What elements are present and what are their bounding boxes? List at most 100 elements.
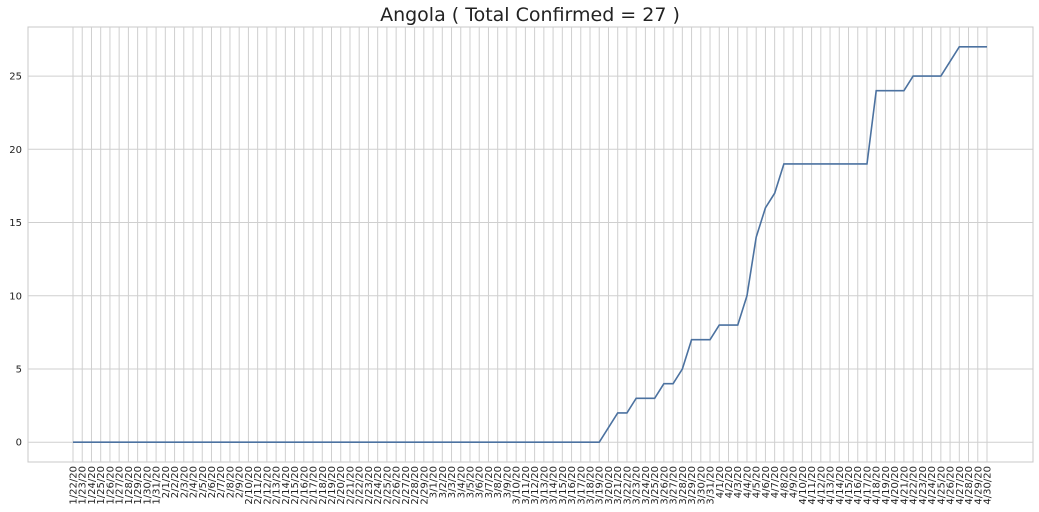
x-tick-label: 3/5/20 bbox=[465, 466, 476, 498]
x-tick-label: 4/23/20 bbox=[918, 466, 929, 505]
x-tick-label: 3/16/20 bbox=[567, 466, 578, 505]
data-line bbox=[73, 45, 987, 444]
x-tick-label: 4/26/20 bbox=[946, 466, 957, 505]
x-tick-label: 2/14/20 bbox=[281, 466, 292, 505]
x-tick-label: 2/9/20 bbox=[235, 466, 246, 498]
x-tick-label: 1/25/20 bbox=[96, 466, 107, 505]
x-tick-label: 4/19/20 bbox=[881, 466, 892, 505]
x-tick-label: 1/22/20 bbox=[69, 466, 80, 505]
x-tick-label: 3/29/20 bbox=[687, 466, 698, 505]
x-tick-label: 2/10/20 bbox=[244, 466, 255, 505]
x-tick-label: 2/24/20 bbox=[373, 466, 384, 505]
x-tick-label: 4/12/20 bbox=[816, 466, 827, 505]
x-tick-label: 2/2/20 bbox=[170, 466, 181, 498]
y-tick-label: 20 bbox=[9, 145, 22, 156]
x-tick-label: 1/23/20 bbox=[78, 466, 89, 505]
x-tick-label: 4/16/20 bbox=[853, 466, 864, 505]
x-tick-label: 3/27/20 bbox=[669, 466, 680, 505]
x-tick-label: 3/15/20 bbox=[558, 466, 569, 505]
x-tick-label: 3/26/20 bbox=[659, 466, 670, 505]
x-tick-label: 1/31/20 bbox=[152, 466, 163, 505]
x-tick-label: 2/29/20 bbox=[419, 466, 430, 505]
x-tick-label: 3/6/20 bbox=[475, 466, 486, 498]
x-tick-label: 2/12/20 bbox=[262, 466, 273, 505]
x-tick-label: 2/21/20 bbox=[345, 466, 356, 505]
x-tick-label: 4/9/20 bbox=[789, 466, 800, 498]
x-tick-label: 1/27/20 bbox=[115, 466, 126, 505]
chart-title: Angola ( Total Confirmed = 27 ) bbox=[380, 4, 680, 26]
y-tick-label: 5 bbox=[16, 364, 22, 375]
y-tick-label: 15 bbox=[9, 218, 22, 229]
x-tick-label: 2/11/20 bbox=[253, 466, 264, 505]
x-tick-label: 4/6/20 bbox=[761, 466, 772, 498]
x-tick-label: 3/2/20 bbox=[438, 466, 449, 498]
x-tick-label: 4/7/20 bbox=[770, 466, 781, 498]
x-tick-label: 4/5/20 bbox=[752, 466, 763, 498]
x-tick-label: 4/15/20 bbox=[844, 466, 855, 505]
x-tick-label: 2/4/20 bbox=[189, 466, 200, 498]
x-tick-label: 2/7/20 bbox=[216, 466, 227, 498]
x-tick-label: 4/30/20 bbox=[983, 466, 994, 505]
x-tick-label: 2/15/20 bbox=[290, 466, 301, 505]
x-tick-label: 4/2/20 bbox=[724, 466, 735, 498]
x-tick-label: 2/22/20 bbox=[355, 466, 366, 505]
x-tick-label: 3/23/20 bbox=[632, 466, 643, 505]
x-tick-label: 3/1/20 bbox=[429, 466, 440, 498]
x-tick-label: 4/14/20 bbox=[835, 466, 846, 505]
y-tick-label: 10 bbox=[9, 291, 22, 302]
x-tick-label: 3/11/20 bbox=[521, 466, 532, 505]
x-tick-label: 3/21/20 bbox=[613, 466, 624, 505]
x-tick-label: 4/11/20 bbox=[807, 466, 818, 505]
x-tick-label: 3/18/20 bbox=[586, 466, 597, 505]
x-tick-label: 3/8/20 bbox=[493, 466, 504, 498]
x-tick-label: 3/10/20 bbox=[512, 466, 523, 505]
x-tick-label: 2/16/20 bbox=[299, 466, 310, 505]
x-tick-label: 4/22/20 bbox=[909, 466, 920, 505]
x-tick-label: 2/13/20 bbox=[272, 466, 283, 505]
x-tick-label: 4/27/20 bbox=[955, 466, 966, 505]
x-tick-label: 2/28/20 bbox=[410, 466, 421, 505]
x-tick-label: 2/20/20 bbox=[336, 466, 347, 505]
x-tick-label: 3/25/20 bbox=[650, 466, 661, 505]
x-tick-label: 3/7/20 bbox=[484, 466, 495, 498]
y-tick-label: 25 bbox=[9, 72, 22, 83]
x-tick-label: 4/1/20 bbox=[715, 466, 726, 498]
x-tick-label: 4/17/20 bbox=[862, 466, 873, 505]
x-tick-label: 2/17/20 bbox=[309, 466, 320, 505]
x-tick-label: 3/20/20 bbox=[604, 466, 615, 505]
x-tick-label: 3/14/20 bbox=[549, 466, 560, 505]
x-tick-label: 3/31/20 bbox=[706, 466, 717, 505]
x-tick-label: 4/28/20 bbox=[964, 466, 975, 505]
x-tick-label: 3/28/20 bbox=[678, 466, 689, 505]
x-tick-label: 3/22/20 bbox=[622, 466, 633, 505]
x-tick-label: 2/6/20 bbox=[207, 466, 218, 498]
x-tick-label: 3/4/20 bbox=[456, 466, 467, 498]
x-tick-label: 2/3/20 bbox=[179, 466, 190, 498]
x-tick-label: 3/9/20 bbox=[502, 466, 513, 498]
x-tick-label: 3/17/20 bbox=[576, 466, 587, 505]
x-tick-label: 2/1/20 bbox=[161, 466, 172, 498]
x-tick-label: 4/4/20 bbox=[742, 466, 753, 498]
x-tick-label: 1/24/20 bbox=[87, 466, 98, 505]
x-tick-label: 2/18/20 bbox=[318, 466, 329, 505]
x-tick-label: 1/28/20 bbox=[124, 466, 135, 505]
plot-area bbox=[27, 26, 1034, 463]
x-tick-label: 2/8/20 bbox=[225, 466, 236, 498]
x-tick-label: 1/30/20 bbox=[142, 466, 153, 505]
x-tick-label: 2/25/20 bbox=[382, 466, 393, 505]
x-tick-label: 1/29/20 bbox=[133, 466, 144, 505]
x-tick-label: 4/8/20 bbox=[779, 466, 790, 498]
x-tick-label: 4/20/20 bbox=[890, 466, 901, 505]
x-tick-label: 2/5/20 bbox=[198, 466, 209, 498]
x-tick-label: 3/30/20 bbox=[696, 466, 707, 505]
x-tick-label: 3/19/20 bbox=[595, 466, 606, 505]
x-tick-label: 2/19/20 bbox=[327, 466, 338, 505]
x-tick-label: 4/13/20 bbox=[826, 466, 837, 505]
x-tick-label: 1/26/20 bbox=[105, 466, 116, 505]
x-tick-label: 3/3/20 bbox=[447, 466, 458, 498]
x-tick-label: 4/18/20 bbox=[872, 466, 883, 505]
x-tick-label: 4/21/20 bbox=[899, 466, 910, 505]
x-tick-label: 4/29/20 bbox=[973, 466, 984, 505]
x-tick-label: 3/24/20 bbox=[641, 466, 652, 505]
